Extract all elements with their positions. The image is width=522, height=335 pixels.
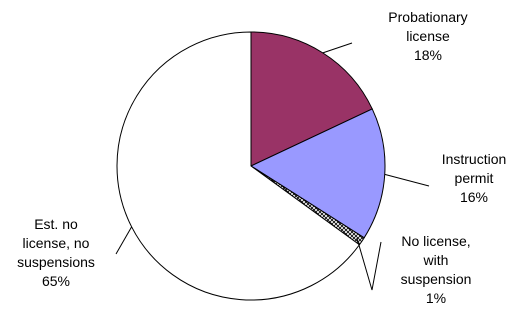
- slice-label-4-line-1: Est. no: [34, 216, 78, 232]
- slice-label-3: No license, with suspension 1%: [401, 233, 472, 306]
- slice-label-3-line-4: 1%: [426, 290, 446, 306]
- slice-label-4-line-4: 65%: [42, 273, 70, 289]
- slice-label-2-line-3: 16%: [460, 189, 488, 205]
- slice-label-3-line-1: No license,: [401, 233, 470, 249]
- slice-label-1-line-3: 18%: [414, 47, 442, 63]
- slice-label-2-line-1: Instruction: [442, 151, 507, 167]
- pie-slice-4: [116, 31, 361, 301]
- leader-line-2: [384, 173, 430, 187]
- slice-label-1-line-1: Probationary: [388, 9, 467, 25]
- pie-slices: [116, 31, 386, 301]
- leader-line-4: [115, 226, 133, 255]
- slice-label-3-line-2: with: [423, 252, 449, 268]
- slice-label-1-line-2: license: [406, 28, 450, 44]
- slice-label-4: Est. no license, no suspensions 65%: [17, 216, 95, 289]
- slice-label-3-line-3: suspension: [401, 271, 472, 287]
- slice-label-2-line-2: permit: [455, 170, 494, 186]
- slice-label-1: Probationary license 18%: [388, 9, 467, 63]
- slice-labels: Probationary license 18% Instruction permit 1…: [17, 9, 506, 306]
- leader-line-1: [322, 42, 353, 54]
- slice-label-4-line-3: suspensions: [17, 254, 95, 270]
- leader-lines: [115, 42, 430, 291]
- leader-line-3: [356, 237, 382, 291]
- slice-label-2: Instruction permit 16%: [442, 151, 507, 205]
- slice-label-4-line-2: license, no: [23, 235, 90, 251]
